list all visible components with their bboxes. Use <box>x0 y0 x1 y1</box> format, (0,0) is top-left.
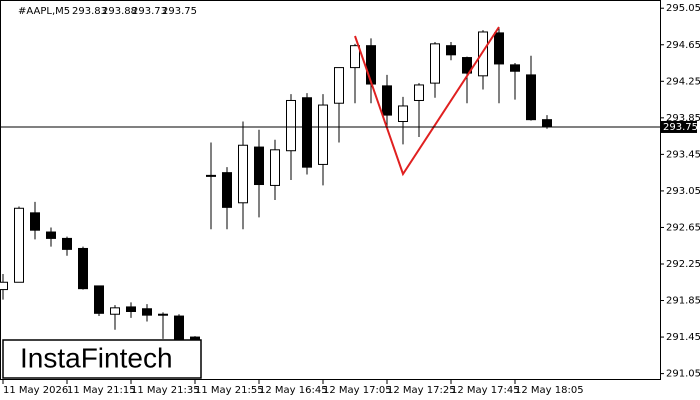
candle-body <box>142 308 152 316</box>
candle-body <box>286 99 296 152</box>
ohlc-high: 293.88 <box>102 6 137 17</box>
chart-title: #AAPL,M5 <box>18 6 70 17</box>
candle-body <box>254 146 264 186</box>
overlay: 293.75 <box>0 120 698 133</box>
y-tick-label: 293.85 <box>666 113 700 124</box>
candles <box>0 28 552 350</box>
candle-body <box>126 306 136 312</box>
candle-body <box>158 313 168 316</box>
pattern-line <box>354 26 500 177</box>
candle-body <box>222 172 232 208</box>
price-label: 293.75 <box>663 122 698 133</box>
candle-body <box>78 247 88 290</box>
x-tick-label: 11 May 2026 <box>3 385 68 396</box>
x-tick-label: 12 May 16:45 <box>259 385 328 396</box>
candle-body <box>318 104 328 165</box>
candle-body <box>510 64 520 72</box>
ohlc-open: 293.83 <box>72 6 107 17</box>
candle-body <box>446 45 456 56</box>
y-tick-label: 293.05 <box>666 186 700 197</box>
x-tick-label: 11 May 21:35 <box>131 385 200 396</box>
candle-body <box>366 45 376 85</box>
price-box <box>661 120 697 133</box>
candle-body <box>494 32 504 65</box>
y-tick-label: 292.65 <box>666 222 700 233</box>
candle-body <box>0 281 8 291</box>
y-tick-label: 292.25 <box>666 259 700 270</box>
candle-body <box>30 212 40 231</box>
x-tick-label: 12 May 17:45 <box>451 385 520 396</box>
candle-body <box>62 237 72 250</box>
candle-body <box>462 57 472 74</box>
y-tick-label: 291.85 <box>666 296 700 307</box>
candle-body <box>302 97 312 168</box>
ohlc-close: 293.75 <box>162 6 197 17</box>
y-tick-label: 294.65 <box>666 40 700 51</box>
plot-frame <box>0 0 661 380</box>
candle-body <box>414 84 424 101</box>
x-tick-label: 12 May 18:05 <box>515 385 584 396</box>
candle-body <box>382 85 392 116</box>
candle-body <box>398 105 408 122</box>
x-tick-label: 12 May 17:05 <box>323 385 392 396</box>
ohlc-low: 293.73 <box>132 6 167 17</box>
y-tick-label: 294.25 <box>666 76 700 87</box>
y-tick-label: 295.05 <box>666 3 700 14</box>
candle-body <box>270 149 280 186</box>
y-tick-label: 291.45 <box>666 332 700 343</box>
candle-body <box>430 43 440 84</box>
candle-body <box>94 285 104 314</box>
logo: InstaFintech <box>20 342 173 373</box>
candle-body <box>14 207 24 283</box>
candle-body <box>110 307 120 315</box>
x-tick-label: 11 May 21:55 <box>195 385 264 396</box>
y-tick-label: 293.45 <box>666 149 700 160</box>
logo-box <box>2 339 202 379</box>
x-tick-label: 12 May 17:25 <box>387 385 456 396</box>
candle-body <box>334 67 344 104</box>
candle-body <box>478 31 488 77</box>
y-tick-label: 291.05 <box>666 369 700 380</box>
candle-body <box>350 45 360 69</box>
candle-body <box>526 74 536 121</box>
candle-body <box>206 174 216 177</box>
candle-body <box>542 119 552 128</box>
candle-body <box>238 144 248 204</box>
x-tick-label: 11 May 21:15 <box>67 385 136 396</box>
candle-body <box>46 231 56 239</box>
